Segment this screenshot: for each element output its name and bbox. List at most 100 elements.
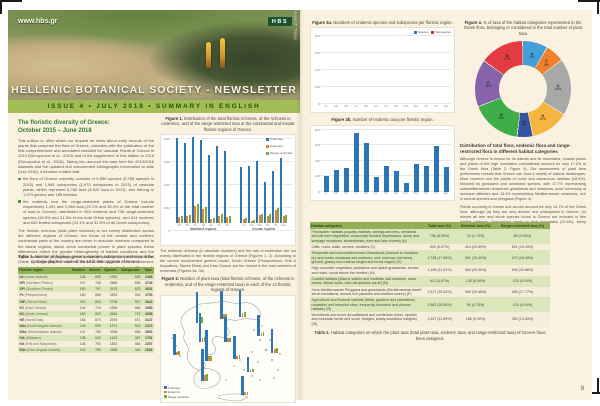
habitats-paragraph-1: Although Greece is known for its islands… bbox=[460, 157, 586, 202]
map-bar-marker bbox=[205, 330, 212, 362]
y-axis-label: 1000 bbox=[163, 206, 170, 211]
article-heading: The floristic diversity of Greece: Octob… bbox=[18, 120, 110, 134]
bar-segment bbox=[256, 161, 259, 224]
value-cell: 414 (23.89%) bbox=[456, 244, 495, 251]
y-axis-label: 800 bbox=[314, 127, 320, 132]
value-cell: 1424 bbox=[102, 334, 119, 342]
value-cell: 924 bbox=[118, 292, 142, 299]
map-bar-marker bbox=[270, 328, 278, 353]
region-name: (Kriti and Karpathos) bbox=[24, 342, 57, 347]
region-cell: Pe (Peloponnisos) bbox=[18, 292, 70, 299]
x-tick-label: SPi bbox=[185, 223, 190, 227]
map-bar-range-restricted bbox=[262, 332, 265, 336]
category-bars: StE bbox=[199, 139, 207, 227]
habitat-cell: Woodlands and scrub (broadleaved and con… bbox=[310, 312, 423, 328]
map-bar-total bbox=[257, 314, 261, 336]
x-tick-label: EAe bbox=[443, 104, 449, 108]
map-bar-endemics bbox=[208, 356, 210, 362]
gridline bbox=[171, 184, 292, 186]
bar-segment bbox=[250, 220, 253, 224]
habitat-cell: Coastal habitats (Marine waters and mudf… bbox=[310, 275, 423, 287]
value-cell: 145 bbox=[69, 322, 88, 329]
value-cell: 138 bbox=[69, 334, 88, 342]
x-tick-label: NE bbox=[225, 223, 229, 227]
bar-segment bbox=[258, 215, 261, 224]
value-cell: 759 bbox=[87, 347, 103, 354]
region-name: (Southern Pindos) bbox=[24, 287, 54, 292]
value-cell: 164 bbox=[69, 316, 88, 323]
legend-swatch bbox=[431, 30, 435, 34]
value-cell: 2888 bbox=[102, 280, 119, 287]
region-abbr: SPi bbox=[19, 287, 25, 292]
page-gutter bbox=[296, 10, 304, 400]
group-bars: IoI NAe WAe Kik KK EAe bbox=[240, 158, 288, 227]
y-axis-label: 400 bbox=[314, 68, 320, 73]
y-axis-label: 600 bbox=[314, 143, 320, 148]
map-bar-total bbox=[173, 334, 176, 356]
legend-label: Range-restricted bbox=[269, 151, 292, 156]
bar: NE bbox=[393, 170, 399, 195]
header-row: Habitat categories Total taxa (%) Endemic … bbox=[310, 222, 550, 230]
category-bars: NC bbox=[215, 146, 223, 227]
map-bar-endemics bbox=[244, 392, 247, 396]
legend-swatch bbox=[265, 144, 269, 148]
x-tick-label: NAe bbox=[403, 104, 409, 108]
map-bar-marker bbox=[173, 334, 180, 356]
stacked-bar: EAe bbox=[443, 77, 449, 108]
column-header: Species bbox=[102, 267, 119, 275]
chart-plot-area: 0 200 400 600 800 IoI NPi SPi Pe StE EC NC NE NAe WAe K… bbox=[315, 128, 451, 196]
stacked-bar: Pe bbox=[354, 39, 359, 108]
value-cell: 455 (17.77%) bbox=[494, 286, 550, 298]
y-axis-label: 0 bbox=[318, 102, 320, 107]
value-cell: 829 bbox=[87, 310, 103, 317]
value-cell: 712 bbox=[118, 310, 142, 317]
region-abbr: NE bbox=[19, 317, 25, 322]
donut-hole bbox=[499, 65, 547, 114]
category-bars: KK bbox=[272, 171, 280, 227]
table1-header: Floristic region Families Genera Species Sub… bbox=[18, 267, 154, 275]
value-cell: 700 bbox=[87, 328, 103, 335]
bar: StE bbox=[363, 143, 369, 195]
y-axis-label: 3000 bbox=[163, 160, 170, 165]
region-cell: NE (North East) bbox=[18, 316, 70, 323]
legend-item: Endemics bbox=[164, 390, 189, 394]
figure2-caption: Figure 2. Number of plant taxa (total fl… bbox=[161, 276, 295, 293]
x-tick-label: NPi bbox=[334, 192, 338, 196]
region-name: (East Aegean Islands) bbox=[26, 348, 61, 353]
segment-letter: R bbox=[499, 112, 503, 117]
value-cell: 2257 bbox=[141, 341, 154, 348]
region-cell: NPi (Northern Pindos) bbox=[18, 280, 70, 287]
table-row: NAe (North Aegean Islands) 145 690 1971 502 2… bbox=[18, 322, 154, 329]
y-axis-label: 0 bbox=[168, 229, 170, 234]
segment-pct: 5% bbox=[521, 123, 527, 128]
table2-caption: Table 2. Habitat categories on which the… bbox=[314, 330, 546, 341]
x-tick-label: Pe bbox=[354, 192, 358, 196]
map-bar-endemics bbox=[241, 312, 244, 317]
value-cell: 186 (9.92%) bbox=[456, 312, 495, 328]
value-cell: 1971 bbox=[102, 322, 119, 329]
map-bar-range-restricted bbox=[276, 348, 278, 353]
bar-segment bbox=[285, 214, 288, 224]
bar-segment bbox=[186, 216, 189, 224]
figure3-column: Figure 3a. Numbers of endemic species an… bbox=[310, 20, 455, 201]
gridline bbox=[321, 35, 451, 37]
bar-segment bbox=[264, 182, 267, 224]
value-cell: 369 (19.46%) bbox=[456, 286, 495, 298]
value-cell: 571 bbox=[118, 316, 142, 323]
value-cell: 150 bbox=[69, 286, 88, 293]
value-cell: 364 (19.30%) bbox=[456, 265, 495, 276]
value-cell: 907 bbox=[118, 298, 142, 305]
value-cell: 2098 bbox=[102, 328, 119, 335]
crop-mark bbox=[578, 0, 600, 2]
x-tick-label: IoI bbox=[324, 104, 328, 108]
table-row: IoI (Ionian Islands) 146 695 1953 505 2458 bbox=[18, 274, 154, 281]
stacked-bar: NAe bbox=[403, 94, 409, 108]
table2-block: Habitat categories Total taxa (%) Endemic … bbox=[310, 222, 550, 341]
x-tick-label: NAe bbox=[403, 192, 409, 196]
x-tick-label: IoI bbox=[324, 192, 328, 196]
stacked-bar: NPi bbox=[334, 80, 339, 108]
category-bars: SPi bbox=[183, 142, 191, 227]
region-name: (Peloponnisos) bbox=[23, 293, 48, 298]
bar-segment bbox=[220, 214, 223, 224]
habitats-heading: Distribution of total flora, endemic flo… bbox=[460, 143, 571, 155]
